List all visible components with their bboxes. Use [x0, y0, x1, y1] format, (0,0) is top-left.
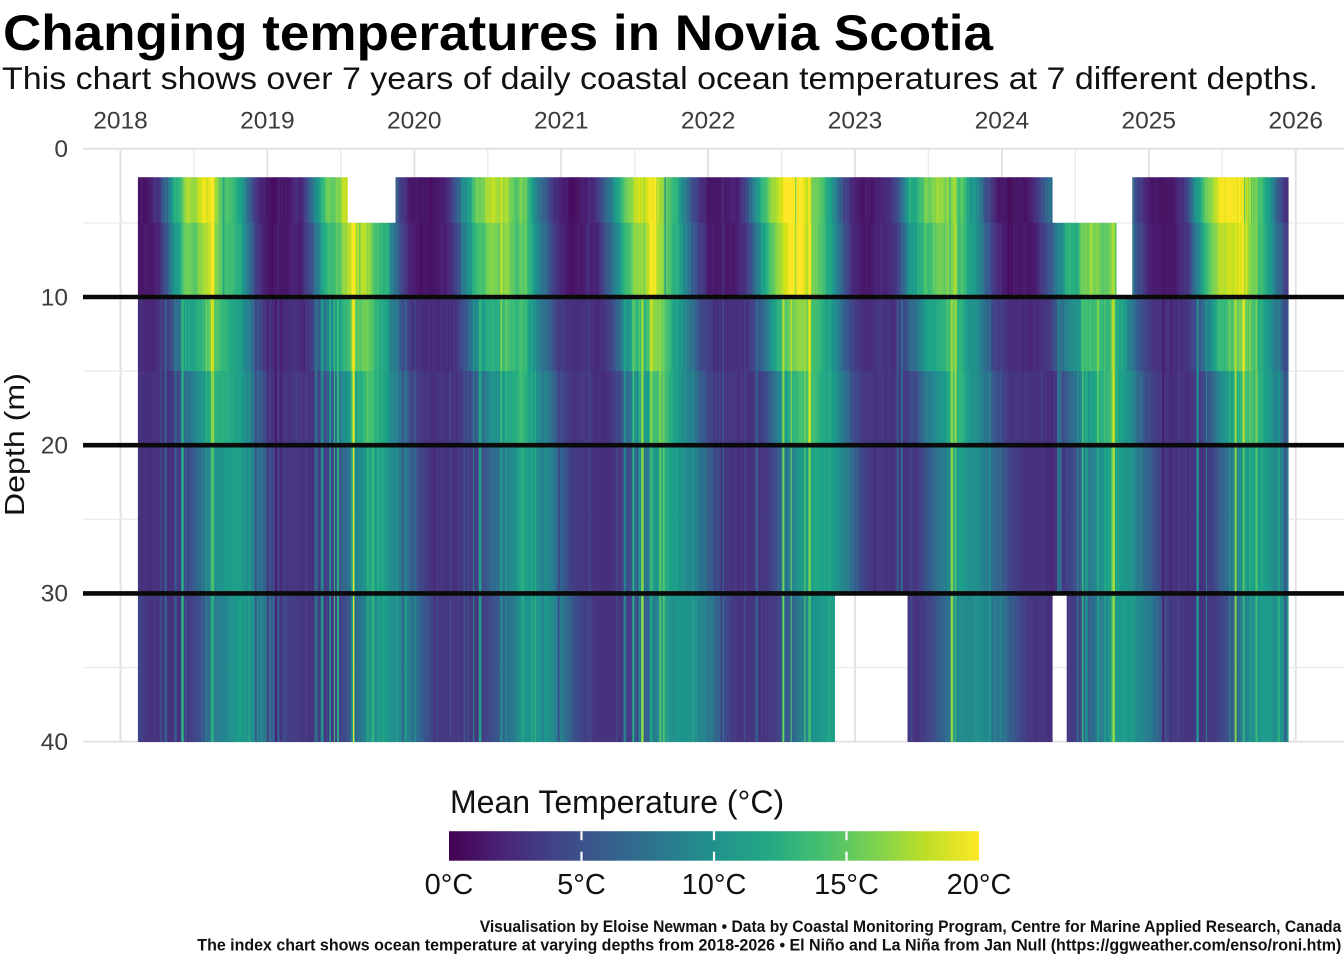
svg-text:Mean Temperature (°C): Mean Temperature (°C) — [450, 784, 784, 820]
svg-text:2022: 2022 — [681, 108, 736, 135]
svg-text:15°C: 15°C — [814, 869, 879, 901]
svg-text:40: 40 — [41, 729, 68, 756]
svg-text:2026: 2026 — [1268, 108, 1323, 135]
svg-text:10°C: 10°C — [682, 869, 747, 901]
svg-text:0°C: 0°C — [425, 869, 474, 901]
svg-text:5°C: 5°C — [557, 869, 606, 901]
svg-text:This chart shows over 7 years: This chart shows over 7 years of daily c… — [2, 60, 1318, 96]
svg-text:Visualisation by Eloise Newman: Visualisation by Eloise Newman • Data by… — [480, 918, 1342, 936]
svg-text:30: 30 — [41, 581, 68, 608]
svg-text:2021: 2021 — [534, 108, 589, 135]
svg-text:20°C: 20°C — [947, 869, 1012, 901]
svg-text:2020: 2020 — [387, 108, 442, 135]
svg-text:2019: 2019 — [240, 108, 295, 135]
svg-text:10: 10 — [41, 284, 68, 311]
svg-text:20: 20 — [41, 433, 68, 460]
svg-text:2023: 2023 — [828, 108, 883, 135]
svg-text:2024: 2024 — [975, 108, 1030, 135]
svg-text:2025: 2025 — [1122, 108, 1177, 135]
svg-text:0: 0 — [54, 136, 68, 163]
svg-text:The index chart shows ocean te: The index chart shows ocean temperature … — [197, 937, 1341, 955]
svg-text:Changing temperatures in Novia: Changing temperatures in Novia Scotia — [3, 5, 994, 61]
svg-text:Depth (m): Depth (m) — [0, 373, 30, 516]
svg-text:2018: 2018 — [93, 108, 148, 135]
